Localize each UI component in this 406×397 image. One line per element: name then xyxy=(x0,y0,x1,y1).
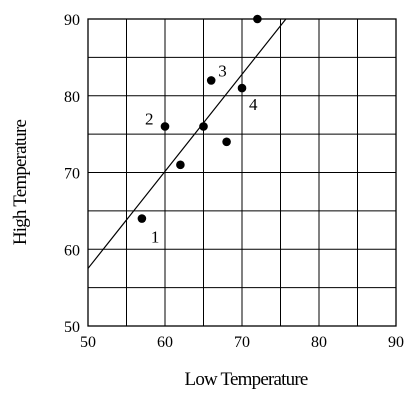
x-tick-label: 60 xyxy=(157,334,173,351)
y-tick-label: 80 xyxy=(64,89,80,106)
data-point xyxy=(238,84,247,93)
y-tick-label: 70 xyxy=(64,166,80,183)
trend-line-group xyxy=(88,19,286,268)
grid xyxy=(88,19,396,326)
data-point xyxy=(138,214,147,223)
point-label-3: 3 xyxy=(218,61,227,80)
x-tick-label: 50 xyxy=(80,334,96,351)
data-points xyxy=(138,15,262,223)
x-tick-label: 90 xyxy=(388,334,404,351)
x-tick-label: 80 xyxy=(311,334,327,351)
data-point xyxy=(253,15,262,24)
y-tick-label: 60 xyxy=(64,242,80,259)
point-label-1: 1 xyxy=(151,228,160,247)
trend-line xyxy=(88,19,286,268)
y-tick-labels: 50 60 70 80 90 xyxy=(64,12,80,336)
y-axis-title: High Temperature xyxy=(10,119,31,245)
point-label-4: 4 xyxy=(249,95,258,114)
point-label-2: 2 xyxy=(145,109,154,128)
x-axis-title: Low Temperature xyxy=(185,369,308,390)
y-tick-label: 90 xyxy=(64,12,80,29)
x-tick-label: 70 xyxy=(234,334,250,351)
data-point xyxy=(207,76,216,85)
data-point xyxy=(199,122,208,131)
data-point xyxy=(222,138,231,147)
x-tick-labels: 50 60 70 80 90 xyxy=(80,334,404,351)
y-tick-label: 50 xyxy=(64,319,80,336)
data-point xyxy=(161,122,170,131)
data-point xyxy=(176,161,185,170)
